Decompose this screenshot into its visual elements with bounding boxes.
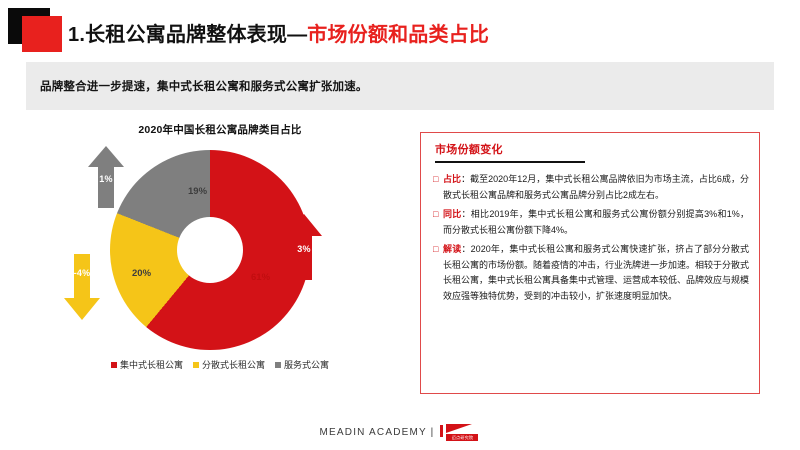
chart-container: 2020年中国长租公寓品牌类目占比 19% 20% 61% 1% -4% 3% bbox=[60, 118, 410, 398]
insight-panel-heading: 市场份额变化 bbox=[435, 144, 503, 156]
insight-panel: 市场份额变化 □ 占比：截至2020年12月，集中式长租公寓品牌依旧为市场主流，… bbox=[420, 132, 760, 394]
arrow-down-icon bbox=[64, 298, 100, 320]
annotation-value-service: 1% bbox=[99, 174, 113, 184]
list-item: □ 解读：2020年，集中式长租公寓和服务式公寓快速扩张，挤占了部分分散式长租公… bbox=[433, 242, 749, 304]
list-item: □ 占比：截至2020年12月，集中式长租公寓品牌依旧为市场主流，占比6成，分散… bbox=[433, 172, 749, 203]
subtitle-band bbox=[26, 62, 774, 110]
legend-item: 服务式公寓 bbox=[275, 358, 329, 371]
legend-label-centralized: 集中式长租公寓 bbox=[119, 360, 183, 370]
legend-label-service: 服务式公寓 bbox=[284, 360, 330, 370]
chart-legend: 集中式长租公寓 分散式长租公寓 服务式公寓 bbox=[60, 358, 380, 371]
annotation-arrow-distributed: -4% bbox=[64, 254, 100, 320]
footer-brand: MEADIN ACADEMY | bbox=[319, 427, 435, 438]
donut-hole bbox=[177, 217, 243, 283]
header-red-square bbox=[22, 16, 62, 52]
legend-swatch-distributed bbox=[192, 361, 199, 368]
insight-panel-underline bbox=[435, 161, 585, 163]
donut-chart: 19% 20% 61% bbox=[110, 150, 310, 350]
footer: MEADIN ACADEMY | 迈点研究院 bbox=[0, 424, 800, 441]
arrow-shaft bbox=[74, 254, 90, 298]
annotation-arrow-service: 1% bbox=[88, 146, 124, 208]
legend-swatch-service bbox=[275, 361, 281, 368]
page-title-highlight: 市场份额和品类占比 bbox=[307, 23, 490, 46]
arrow-up-icon bbox=[286, 214, 322, 236]
bullet-text: 占比：截至2020年12月，集中式长租公寓品牌依旧为市场主流，占比6成，分散式长… bbox=[443, 172, 749, 203]
bullet-body-text: ：2020年，集中式长租公寓和服务式公寓快速扩张，挤占了部分分散式长租公寓的市场… bbox=[443, 244, 750, 301]
bullet-key: 同比 bbox=[443, 209, 462, 219]
list-item: □ 同比：相比2019年，集中式长租公寓和服务式公寓份额分别提高3%和1%，而分… bbox=[433, 207, 749, 238]
legend-item: 分散式长租公寓 bbox=[192, 358, 265, 371]
donut-label-service: 19% bbox=[188, 186, 208, 197]
logo-triangle bbox=[446, 424, 473, 433]
logo-box bbox=[446, 434, 479, 441]
insight-panel-inner: 市场份额变化 □ 占比：截至2020年12月，集中式长租公寓品牌依旧为市场主流，… bbox=[433, 141, 749, 387]
arrow-up-icon bbox=[88, 146, 124, 167]
bullet-body-text: ：相比2019年，集中式长租公寓和服务式公寓份额分别提高3%和1%，而分散式长租… bbox=[443, 209, 749, 235]
bullet-square-icon: □ bbox=[433, 174, 439, 184]
meadin-logo-icon: 迈点研究院 bbox=[440, 424, 480, 441]
annotation-arrow-centralized: 3% bbox=[286, 214, 322, 280]
insight-bullet-list: □ 占比：截至2020年12月，集中式长租公寓品牌依旧为市场主流，占比6成，分散… bbox=[433, 172, 749, 304]
page-title: 1.长租公寓品牌整体表现— 市场份额和品类占比 bbox=[68, 14, 489, 50]
annotation-value-distributed: -4% bbox=[73, 268, 91, 278]
bullet-square-icon: □ bbox=[433, 209, 439, 219]
logo-text: 迈点研究院 bbox=[451, 435, 474, 440]
bullet-body-text: ：截至2020年12月，集中式长租公寓品牌依旧为市场主流，占比6成，分散式长租公… bbox=[443, 174, 749, 200]
bullet-text: 解读：2020年，集中式长租公寓和服务式公寓快速扩张，挤占了部分分散式长租公寓的… bbox=[443, 242, 749, 304]
donut-label-centralized: 61% bbox=[251, 272, 271, 283]
legend-swatch-centralized bbox=[110, 361, 117, 368]
chart-title: 2020年中国长租公寓品牌类目占比 bbox=[138, 124, 302, 136]
bullet-key: 占比 bbox=[443, 174, 462, 184]
annotation-value-centralized: 3% bbox=[297, 244, 311, 254]
legend-item: 集中式长租公寓 bbox=[110, 358, 183, 371]
bullet-text: 同比：相比2019年，集中式长租公寓和服务式公寓份额分别提高3%和1%，而分散式… bbox=[443, 207, 749, 238]
subtitle-text: 品牌整合进一步提速，集中式长租公寓和服务式公寓扩张加速。 bbox=[40, 81, 368, 93]
donut-label-distributed: 20% bbox=[132, 268, 152, 279]
page-title-main: 1.长租公寓品牌整体表现— bbox=[68, 23, 308, 46]
arrow-shaft bbox=[98, 166, 114, 208]
logo-bar bbox=[440, 425, 444, 437]
bullet-key: 解读 bbox=[443, 244, 462, 254]
bullet-square-icon: □ bbox=[433, 244, 439, 254]
legend-label-distributed: 分散式长租公寓 bbox=[201, 360, 265, 370]
arrow-shaft bbox=[296, 235, 312, 280]
